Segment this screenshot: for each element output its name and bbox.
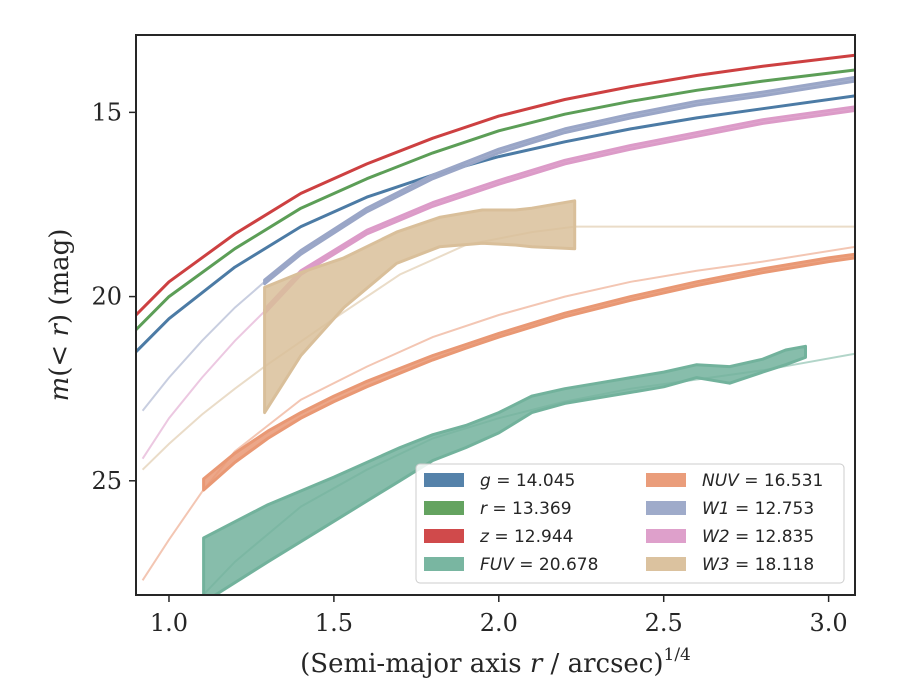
y-tick-label: 15 — [91, 98, 122, 126]
axes: 1.0 1.5 2.0 2.5 3.0 15 20 25 — [91, 34, 856, 637]
series-nuv-extension-line — [141, 245, 855, 581]
y-axis-label: m(< r) (mag) — [45, 229, 75, 402]
series-w3-extension-line — [141, 225, 855, 471]
x-tick-label: 1.0 — [150, 609, 188, 637]
x-tick-label: 2.5 — [645, 609, 683, 637]
y-tick-label: 25 — [91, 467, 122, 495]
legend-label-fuv: FUV = 20.678 — [480, 555, 598, 575]
series-w1-band — [263, 75, 855, 286]
plot-frame — [135, 34, 856, 596]
legend-label-r: r = 13.369 — [480, 499, 572, 519]
legend-swatch-w1 — [646, 501, 686, 515]
legend-label-w2: W2 = 12.835 — [702, 527, 814, 547]
plot-area — [136, 53, 855, 595]
x-axis-label: (Semi-major axis r / arcsec)1/4 — [300, 645, 691, 679]
x-tick-label: 2.0 — [480, 609, 518, 637]
series-w1-extension-line — [141, 281, 266, 412]
legend-label-nuv: NUV = 16.531 — [702, 471, 823, 491]
x-tick-label: 1.5 — [315, 609, 353, 637]
legend-swatch-z — [424, 529, 464, 543]
legend-label-z: z = 12.944 — [479, 527, 573, 547]
x-tick-label: 3.0 — [810, 609, 848, 637]
legend-box — [415, 463, 845, 584]
legend-swatch-fuv — [424, 557, 464, 571]
series-r-band — [136, 68, 855, 332]
series-fuv-band — [202, 344, 807, 595]
legend-swatch-nuv — [646, 473, 686, 487]
series-w3-band — [263, 199, 577, 415]
legend-swatch-w3 — [646, 557, 686, 571]
legend-swatch-g — [424, 473, 464, 487]
legend-swatch-r — [424, 501, 464, 515]
legend-label-w1: W1 = 12.753 — [702, 499, 814, 519]
series-g-band — [136, 94, 855, 354]
legend-label-w3: W3 = 18.118 — [702, 555, 814, 575]
series-w2-extension-line — [141, 310, 266, 460]
series-nuv-band — [202, 252, 855, 492]
legend-label-g: g = 14.045 — [480, 471, 575, 491]
series-z-band — [136, 53, 855, 317]
legend: g = 14.045 r = 13.369 z = 12.944 FUV = 20.6… — [415, 463, 845, 584]
legend-swatch-w2 — [646, 529, 686, 543]
series-w2-band — [263, 105, 855, 315]
y-tick-label: 20 — [91, 283, 122, 311]
